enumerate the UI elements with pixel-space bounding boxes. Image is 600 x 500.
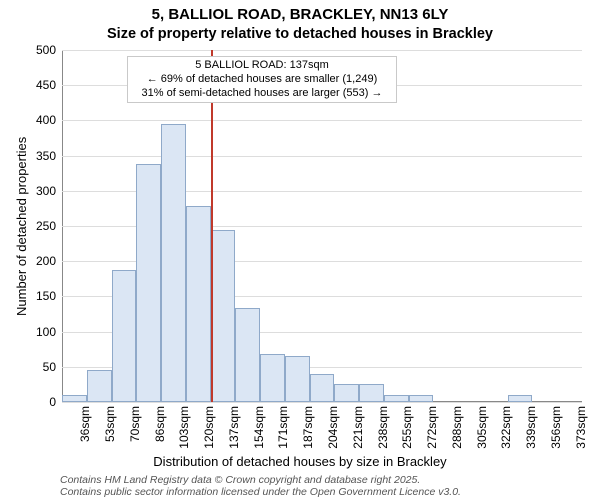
bar bbox=[211, 230, 236, 402]
bar bbox=[161, 124, 186, 402]
x-tick-label: 187sqm bbox=[301, 406, 315, 449]
bar bbox=[62, 395, 87, 402]
y-tick-label: 400 bbox=[36, 113, 56, 127]
y-tick-label: 150 bbox=[36, 289, 56, 303]
annotation-box: 5 BALLIOL ROAD: 137sqm← 69% of detached … bbox=[127, 56, 397, 103]
grid-line bbox=[62, 50, 582, 51]
y-tick-label: 50 bbox=[43, 360, 56, 374]
y-tick-label: 250 bbox=[36, 219, 56, 233]
x-tick-label: 221sqm bbox=[351, 406, 365, 449]
bar bbox=[112, 270, 137, 402]
attribution-line2: Contains public sector information licen… bbox=[60, 486, 461, 498]
y-tick-label: 450 bbox=[36, 78, 56, 92]
bar bbox=[508, 395, 533, 402]
x-axis-title: Distribution of detached houses by size … bbox=[0, 454, 600, 469]
x-tick-label: 204sqm bbox=[326, 406, 340, 449]
y-tick-label: 0 bbox=[49, 395, 56, 409]
y-tick-label: 500 bbox=[36, 43, 56, 57]
y-tick-label: 350 bbox=[36, 149, 56, 163]
x-tick-label: 373sqm bbox=[574, 406, 588, 449]
x-tick-label: 36sqm bbox=[78, 406, 92, 442]
annotation-line: ← 69% of detached houses are smaller (1,… bbox=[128, 73, 396, 87]
y-tick-label: 300 bbox=[36, 184, 56, 198]
y-axis-label: Number of detached properties bbox=[14, 137, 29, 316]
x-tick-label: 103sqm bbox=[177, 406, 191, 449]
bar bbox=[310, 374, 335, 402]
bar bbox=[285, 356, 310, 402]
grid-line bbox=[62, 120, 582, 121]
bar bbox=[409, 395, 434, 402]
chart-title: 5, BALLIOL ROAD, BRACKLEY, NN13 6LY bbox=[0, 6, 600, 23]
annotation-line: 5 BALLIOL ROAD: 137sqm bbox=[128, 59, 396, 73]
x-tick-label: 238sqm bbox=[376, 406, 390, 449]
chart-root: 5, BALLIOL ROAD, BRACKLEY, NN13 6LY Size… bbox=[0, 0, 600, 500]
attribution: Contains HM Land Registry data © Crown c… bbox=[60, 474, 461, 498]
x-tick-label: 288sqm bbox=[450, 406, 464, 449]
x-tick-label: 137sqm bbox=[227, 406, 241, 449]
y-tick-label: 100 bbox=[36, 325, 56, 339]
y-tick-label: 200 bbox=[36, 254, 56, 268]
attribution-line1: Contains HM Land Registry data © Crown c… bbox=[60, 474, 461, 486]
x-tick-label: 322sqm bbox=[499, 406, 513, 449]
bar bbox=[235, 308, 260, 402]
x-tick-label: 70sqm bbox=[128, 406, 142, 442]
x-tick-label: 86sqm bbox=[153, 406, 167, 442]
x-tick-label: 305sqm bbox=[475, 406, 489, 449]
x-tick-label: 272sqm bbox=[425, 406, 439, 449]
bar bbox=[186, 206, 211, 402]
grid-line bbox=[62, 156, 582, 157]
x-tick-label: 53sqm bbox=[103, 406, 117, 442]
plot-area: 05010015020025030035040045050036sqm53sqm… bbox=[62, 50, 582, 402]
bar bbox=[334, 384, 359, 402]
bar bbox=[136, 164, 161, 402]
x-tick-label: 120sqm bbox=[202, 406, 216, 449]
bar bbox=[87, 370, 112, 402]
bar bbox=[359, 384, 384, 402]
x-tick-label: 339sqm bbox=[524, 406, 538, 449]
grid-line bbox=[62, 402, 582, 403]
bar bbox=[384, 395, 409, 402]
annotation-line: 31% of semi-detached houses are larger (… bbox=[128, 87, 396, 101]
x-tick-label: 356sqm bbox=[549, 406, 563, 449]
x-tick-label: 255sqm bbox=[400, 406, 414, 449]
x-tick-label: 154sqm bbox=[252, 406, 266, 449]
bar bbox=[260, 354, 285, 402]
x-tick-label: 171sqm bbox=[276, 406, 290, 449]
chart-subtitle: Size of property relative to detached ho… bbox=[0, 26, 600, 42]
